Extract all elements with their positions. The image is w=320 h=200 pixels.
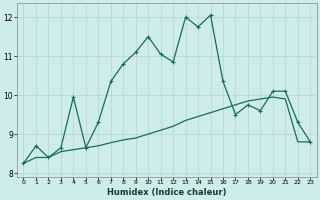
X-axis label: Humidex (Indice chaleur): Humidex (Indice chaleur) <box>107 188 227 197</box>
